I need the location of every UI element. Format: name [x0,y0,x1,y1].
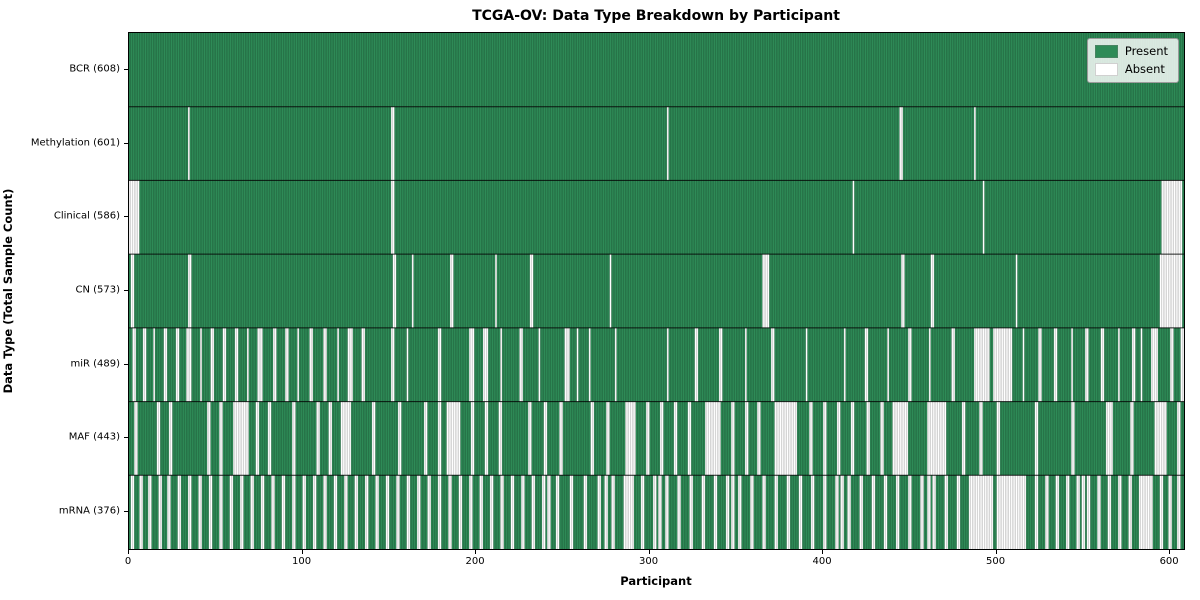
y-tick-label-methylation: Methylation (601) [30,137,120,149]
x-tick-mark [128,550,129,554]
x-tick-label-600: 600 [1159,556,1179,567]
legend-entry-absent: Absent [1094,62,1168,76]
x-axis-label: Participant [620,574,692,588]
y-tick-mark [124,290,128,291]
x-tick-mark [995,550,997,554]
x-tick-label-100: 100 [291,556,312,567]
heatmap-canvas [129,33,1184,549]
y-tick-mark [124,142,128,144]
y-tick-mark [124,511,128,513]
x-tick-label-200: 200 [465,556,485,567]
x-tick-mark [822,550,824,554]
y-tick-mark [124,216,128,218]
x-tick-label-0: 0 [124,556,132,567]
y-tick-label-mrna: mRNA (376) [58,505,120,517]
y-tick-label-clinical: Clinical (586) [53,210,120,222]
y-tick-label-maf: MAF (443) [68,431,120,443]
x-tick-mark [648,550,650,554]
x-tick-label-300: 300 [639,556,659,567]
legend: Present Absent [1086,38,1179,83]
x-tick-label-400: 400 [812,556,832,567]
legend-label: Absent [1124,62,1165,76]
x-tick-mark [475,550,477,554]
y-tick-mark [124,363,128,365]
y-tick-label-mir: miR (489) [70,358,120,370]
y-tick-mark [124,68,128,70]
legend-swatch-present [1094,45,1118,58]
legend-swatch-absent [1094,63,1118,76]
y-tick-mark [124,437,128,439]
y-axis-label: Data Type (Total Sample Count) [1,188,15,394]
x-tick-mark [1169,550,1171,554]
legend-entry-present: Present [1094,44,1168,58]
legend-label: Present [1124,44,1168,58]
y-tick-label-bcr: BCR (608) [69,63,120,75]
plot-area: Present Absent [128,32,1185,550]
y-tick-label-cn: CN (573) [75,284,120,296]
chart-title: TCGA-OV: Data Type Breakdown by Particip… [472,8,840,24]
x-tick-mark [301,550,303,554]
x-tick-label-500: 500 [986,556,1006,567]
